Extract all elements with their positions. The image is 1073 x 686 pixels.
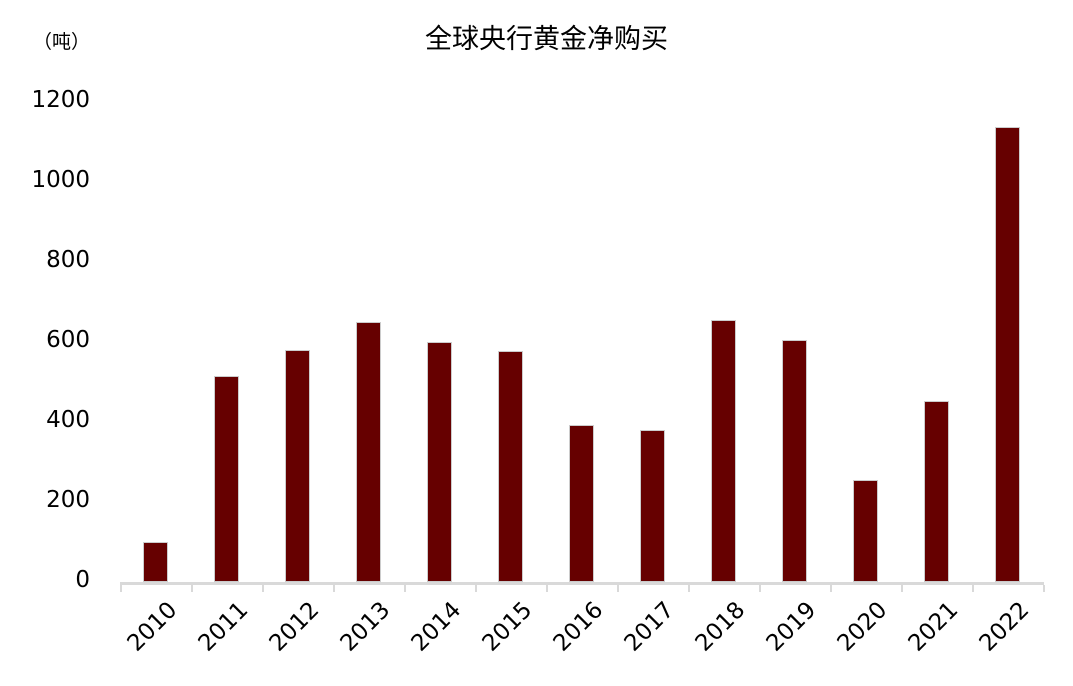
y-axis-label-1200: 1200 — [31, 87, 90, 113]
x-axis-tick — [333, 585, 335, 592]
bar-2021 — [924, 401, 949, 582]
bar-2022 — [995, 126, 1020, 582]
x-axis-tick — [901, 585, 903, 592]
bar-2016 — [569, 424, 594, 582]
x-axis-tick — [191, 585, 193, 592]
x-axis-tick — [475, 585, 477, 592]
y-axis-label-600: 600 — [46, 327, 90, 353]
x-axis-tick — [404, 585, 406, 592]
y-axis-label-400: 400 — [46, 407, 90, 433]
bar-2010 — [143, 542, 168, 582]
y-axis-label-200: 200 — [46, 487, 90, 513]
y-axis-label-0: 0 — [75, 567, 90, 593]
chart-title: 全球央行黄金净购买 — [425, 24, 668, 55]
x-axis-tick — [759, 585, 761, 592]
bar-2019 — [782, 339, 807, 582]
x-axis-tick — [830, 585, 832, 592]
x-axis-line — [120, 582, 1044, 585]
bar-2011 — [214, 376, 239, 582]
bar-2012 — [285, 350, 310, 582]
x-axis-tick — [688, 585, 690, 592]
bar-2015 — [498, 350, 523, 582]
bar-2013 — [356, 322, 381, 582]
x-axis-tick — [120, 585, 122, 592]
y-axis-label-1000: 1000 — [31, 167, 90, 193]
x-axis-tick — [972, 585, 974, 592]
x-axis-tick — [546, 585, 548, 592]
x-axis-tick — [262, 585, 264, 592]
y-axis-unit-label: （吨） — [33, 31, 91, 53]
bar-2020 — [853, 480, 878, 582]
bar-2014 — [427, 342, 452, 582]
bar-2017 — [640, 430, 665, 582]
x-axis-tick — [1043, 585, 1045, 592]
y-axis-label-800: 800 — [46, 247, 90, 273]
bar-2018 — [711, 319, 736, 582]
x-axis-tick — [617, 585, 619, 592]
